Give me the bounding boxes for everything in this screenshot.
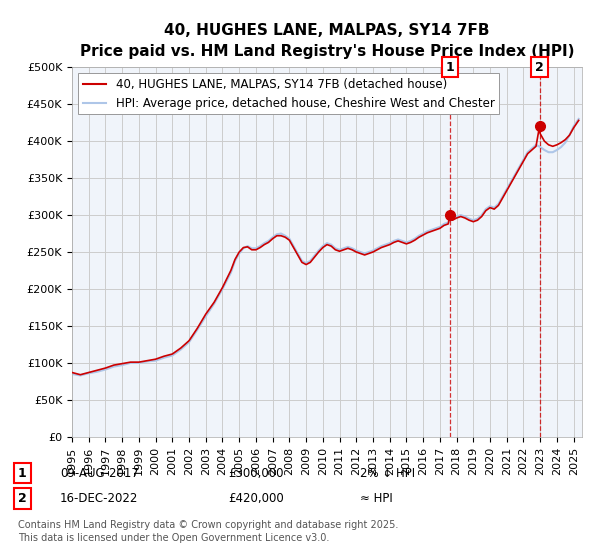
Text: Contains HM Land Registry data © Crown copyright and database right 2025.
This d: Contains HM Land Registry data © Crown c… (18, 520, 398, 543)
Text: 1: 1 (18, 466, 27, 480)
Text: £420,000: £420,000 (228, 492, 284, 505)
Legend: 40, HUGHES LANE, MALPAS, SY14 7FB (detached house), HPI: Average price, detached: 40, HUGHES LANE, MALPAS, SY14 7FB (detac… (78, 73, 499, 114)
Title: 40, HUGHES LANE, MALPAS, SY14 7FB
Price paid vs. HM Land Registry's House Price : 40, HUGHES LANE, MALPAS, SY14 7FB Price … (80, 23, 574, 59)
Text: 2% ↓ HPI: 2% ↓ HPI (360, 466, 415, 480)
Text: 1: 1 (446, 60, 454, 74)
Text: 2: 2 (535, 60, 544, 74)
Text: 16-DEC-2022: 16-DEC-2022 (60, 492, 139, 505)
Text: 09-AUG-2017: 09-AUG-2017 (60, 466, 139, 480)
Text: ≈ HPI: ≈ HPI (360, 492, 393, 505)
Text: 2: 2 (18, 492, 27, 505)
Text: £300,000: £300,000 (228, 466, 284, 480)
